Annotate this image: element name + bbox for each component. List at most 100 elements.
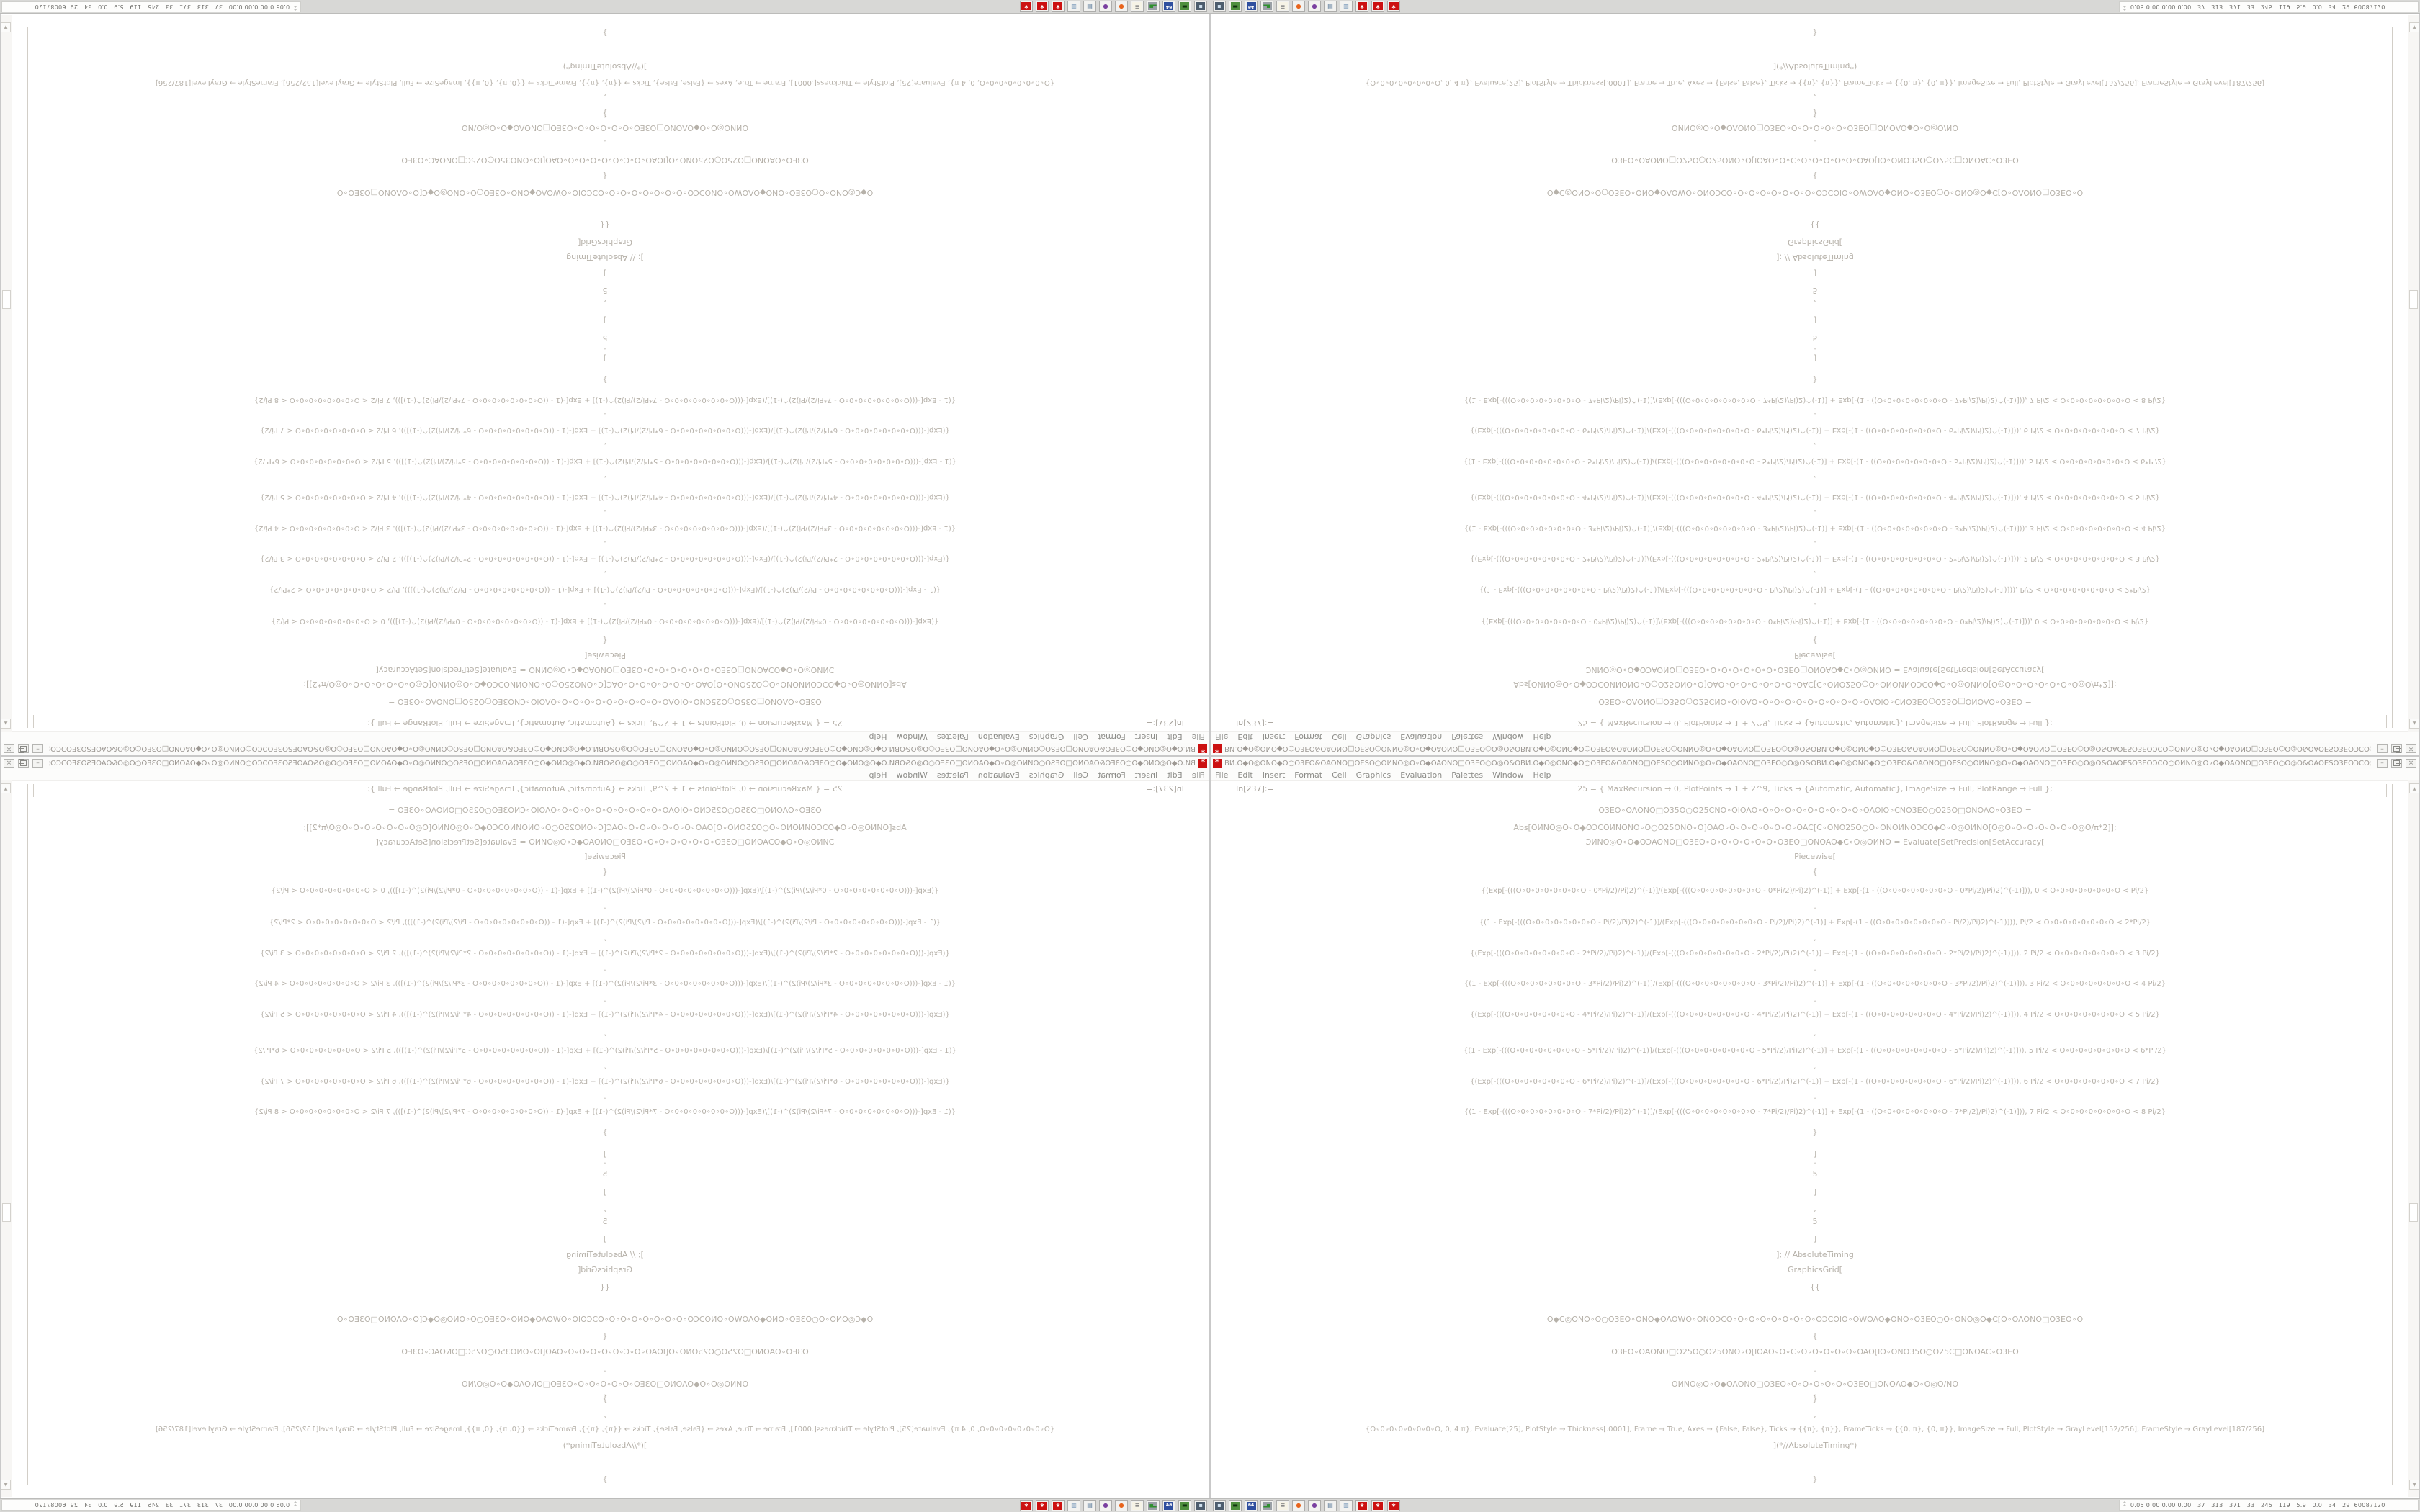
notepad-icon[interactable]: ≡ [1276,1500,1289,1511]
mathematica-icon[interactable]: ∗ [1355,1500,1368,1511]
calculator-alt-icon[interactable]: ▥ [1067,1500,1080,1511]
scrollbar-thumb[interactable] [2,1203,11,1222]
scroll-down-button[interactable]: ▼ [1,1480,11,1490]
mathematica-icon[interactable]: ∗ [1020,1,1033,12]
package-icon[interactable]: ▬ [1178,1,1191,12]
cell-bracket[interactable] [2386,715,2387,728]
menu-insert[interactable]: Insert [1134,770,1158,780]
mathematica-icon[interactable]: ∗ [1371,1500,1384,1511]
menu-window[interactable]: Window [896,770,928,780]
menu-evaluation[interactable]: Evaluation [1400,770,1443,780]
screenshot-monitor-icon[interactable]: ▪ [1213,1500,1226,1511]
vertical-scrollbar[interactable]: ▲ ▼ [2408,15,2419,732]
scrollbar-thumb[interactable] [2409,290,2418,309]
mathematica-icon[interactable]: ∗ [1387,1,1400,12]
menu-window[interactable]: Window [896,732,928,742]
restore-button[interactable] [2391,744,2402,753]
menu-window[interactable]: Window [1492,732,1524,742]
chevron-up-icon[interactable]: ^ ^ [293,2,297,12]
mathematica-icon[interactable]: ∗ [1052,1500,1065,1511]
menu-edit[interactable]: Edit [1167,732,1183,742]
menu-file[interactable]: File [1191,732,1205,742]
calculator-alt-icon[interactable]: ▥ [1340,1500,1353,1511]
menu-help[interactable]: Help [869,770,887,780]
mathematica-icon[interactable]: ∗ [1387,1500,1400,1511]
menu-evaluation[interactable]: Evaluation [977,770,1020,780]
calculator-icon[interactable]: ▤ [1324,1,1337,12]
screenshot-monitor-icon[interactable]: ▪ [1213,1,1226,12]
cell-bracket[interactable] [33,715,34,728]
scroll-down-button[interactable]: ▼ [2409,1480,2419,1490]
restore-button[interactable] [18,759,29,768]
menu-help[interactable]: Help [1533,770,1551,780]
mathematica-icon[interactable]: ∗ [1355,1,1368,12]
floppy-64-icon[interactable]: 64 [1162,1,1175,12]
menu-cell[interactable]: Cell [1073,732,1088,742]
firefox-icon[interactable]: ● [1292,1500,1305,1511]
purple-app-icon[interactable]: ● [1099,1,1112,12]
calculator-alt-icon[interactable]: ▥ [1067,1,1080,12]
purple-app-icon[interactable]: ● [1308,1500,1321,1511]
scroll-down-button[interactable]: ▼ [1,22,11,32]
calculator-alt-icon[interactable]: ▥ [1340,1,1353,12]
floppy-64-icon[interactable]: 64 [1162,1500,1175,1511]
calculator-icon[interactable]: ▤ [1083,1500,1096,1511]
vertical-scrollbar[interactable]: ▲ ▼ [1,15,12,732]
system-monitor-icon[interactable]: ▂▅ [1147,1,1160,12]
calculator-icon[interactable]: ▤ [1324,1500,1337,1511]
firefox-icon[interactable]: ● [1115,1500,1128,1511]
menu-help[interactable]: Help [869,732,887,742]
menu-graphics[interactable]: Graphics [1028,770,1065,780]
chevron-up-icon[interactable]: ^ ^ [293,1500,297,1510]
scroll-down-button[interactable]: ▼ [2409,22,2419,32]
menu-cell[interactable]: Cell [1332,770,1347,780]
minimize-button[interactable]: – [2377,759,2388,768]
cell-group-bracket[interactable] [2392,27,2393,728]
close-button[interactable]: × [4,744,14,753]
menu-edit[interactable]: Edit [1167,770,1183,780]
cell-bracket[interactable] [33,784,34,797]
menu-cell[interactable]: Cell [1073,770,1088,780]
scrollbar-thumb[interactable] [2,290,11,309]
menu-palettes[interactable]: Palettes [1451,770,1484,780]
notepad-icon[interactable]: ≡ [1131,1500,1144,1511]
menu-file[interactable]: File [1215,770,1229,780]
menu-insert[interactable]: Insert [1262,732,1286,742]
scrollbar-thumb[interactable] [2409,1203,2418,1222]
menu-cell[interactable]: Cell [1332,732,1347,742]
cell-group-bracket[interactable] [27,27,28,728]
chevron-up-icon[interactable]: ^ ^ [2123,2,2127,12]
system-monitor-icon[interactable]: ▂▅ [1260,1,1273,12]
package-icon[interactable]: ▬ [1229,1500,1242,1511]
menu-edit[interactable]: Edit [1237,770,1253,780]
minimize-button[interactable]: – [32,759,43,768]
notepad-icon[interactable]: ≡ [1131,1,1144,12]
menu-palettes[interactable]: Palettes [1451,732,1484,742]
system-monitor-icon[interactable]: ▂▅ [1260,1500,1273,1511]
calculator-icon[interactable]: ▤ [1083,1,1096,12]
scroll-up-button[interactable]: ▲ [2409,719,2419,729]
floppy-64-icon[interactable]: 64 [1245,1,1258,12]
minimize-button[interactable]: – [32,744,43,753]
screenshot-monitor-icon[interactable]: ▪ [1194,1500,1207,1511]
system-monitor-icon[interactable]: ▂▅ [1147,1500,1160,1511]
mathematica-icon[interactable]: ∗ [1020,1500,1033,1511]
scroll-up-button[interactable]: ▲ [2409,783,2419,793]
mathematica-icon[interactable]: ∗ [1036,1500,1049,1511]
package-icon[interactable]: ▬ [1178,1500,1191,1511]
menu-format[interactable]: Format [1294,732,1323,742]
menu-file[interactable]: File [1191,770,1205,780]
scroll-up-button[interactable]: ▲ [1,783,11,793]
menu-palettes[interactable]: Palettes [936,732,969,742]
floppy-64-icon[interactable]: 64 [1245,1500,1258,1511]
restore-button[interactable] [2391,759,2402,768]
vertical-scrollbar[interactable]: ▲ ▼ [1,780,12,1497]
cell-group-bracket[interactable] [27,784,28,1485]
vertical-scrollbar[interactable]: ▲ ▼ [2408,780,2419,1497]
firefox-icon[interactable]: ● [1115,1,1128,12]
purple-app-icon[interactable]: ● [1308,1,1321,12]
menu-evaluation[interactable]: Evaluation [977,732,1020,742]
purple-app-icon[interactable]: ● [1099,1500,1112,1511]
menu-insert[interactable]: Insert [1262,770,1286,780]
package-icon[interactable]: ▬ [1229,1,1242,12]
